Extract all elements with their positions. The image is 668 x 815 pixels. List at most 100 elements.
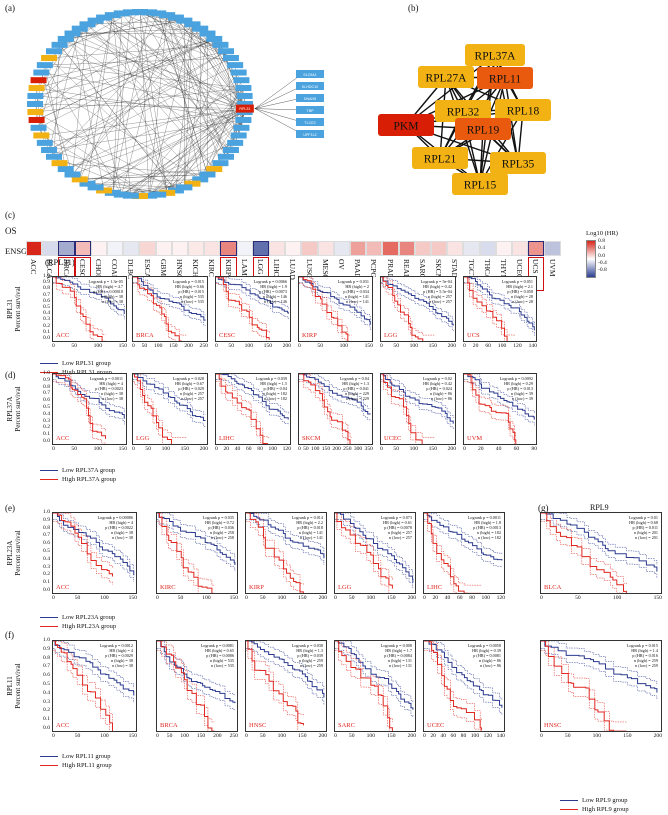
survival-curve bbox=[424, 641, 503, 708]
x-tick: 60 bbox=[450, 733, 457, 739]
survival-curve bbox=[541, 641, 627, 723]
y-tick: 0.0 bbox=[43, 724, 50, 731]
km-stat-line: n (low) = 38 bbox=[102, 299, 123, 304]
y-ticks: 1.0 0.9 0.8 0.7 0.6 0.5 0.4 0.3 0.2 0.1 0.0 bbox=[38, 637, 50, 731]
km-stat-line: p (HR) = 0.015 bbox=[178, 289, 204, 294]
km-stat-line: n (low) = 258 bbox=[211, 535, 234, 540]
cancer-label: GBM bbox=[158, 259, 168, 277]
survival-curve bbox=[335, 641, 414, 710]
km-legend: Low RPL11 group High RPL11 group bbox=[40, 752, 112, 770]
x-ticks: 0 50 100 150 bbox=[52, 595, 137, 601]
x-ticks: 0 50 100 150 200 bbox=[215, 343, 291, 349]
survival-curve bbox=[335, 520, 391, 593]
x-tick: 100 bbox=[409, 446, 418, 452]
survival-curve bbox=[541, 513, 627, 586]
survival-curve bbox=[216, 282, 289, 320]
survival-curve bbox=[133, 277, 206, 321]
network-node bbox=[233, 77, 250, 84]
y-axis-label: RPL23A Percent survival bbox=[6, 512, 22, 594]
legend-ticks: 0.8 0.4 0.0 -0.4 -0.8 bbox=[598, 238, 607, 274]
y-axis-label-line: Percent survival bbox=[14, 286, 22, 332]
y-axis-label-line: Percent survival bbox=[14, 663, 22, 709]
survival-curve bbox=[133, 277, 206, 316]
km-stat-line: n (high) = 39 bbox=[510, 391, 533, 396]
heatmap-cell bbox=[139, 241, 156, 256]
x-tick: 50 bbox=[145, 446, 151, 452]
network-node bbox=[122, 9, 139, 16]
x-tick: 50 bbox=[177, 595, 184, 601]
x-tick: 0 bbox=[380, 446, 383, 452]
km-stat-line: n (high) = 38 bbox=[100, 391, 123, 396]
rpl9-title: RPL9 bbox=[590, 503, 609, 512]
km-cancer-label: ACC bbox=[56, 332, 70, 339]
x-ticks: 0 50 100 150 bbox=[52, 446, 127, 452]
heatmap-cell bbox=[155, 241, 172, 256]
legend-label: High RPL9 group bbox=[582, 806, 629, 813]
hub-node bbox=[418, 66, 474, 88]
x-tick: 100 bbox=[311, 446, 320, 452]
x-ticks: 0 20 40 60 80 100 120 bbox=[423, 595, 505, 601]
survival-curve bbox=[216, 277, 289, 314]
x-tick: 100 bbox=[93, 343, 102, 349]
legend-line bbox=[560, 800, 578, 802]
y-tick: 1.0 bbox=[43, 370, 50, 376]
km-cancer-label: KIRC bbox=[160, 584, 176, 591]
survival-curve bbox=[541, 513, 627, 593]
survival-curve bbox=[53, 374, 125, 419]
km-stat-line: n (high) = 182 bbox=[476, 530, 501, 535]
x-tick: 200 bbox=[407, 733, 416, 739]
km-stat-line: n (high) = 535 bbox=[179, 294, 204, 299]
y-tick: 0.2 bbox=[43, 571, 50, 578]
network-node bbox=[96, 14, 113, 21]
x-tick: 100 bbox=[339, 343, 348, 349]
km-plot: Logrank p = 0.0058 HR (high) = 0.39 p (HR)… bbox=[423, 640, 505, 732]
network-node bbox=[159, 189, 176, 196]
km-stat-line: p (HR) = 0.029 bbox=[178, 386, 204, 391]
survival-curve bbox=[53, 374, 125, 413]
os-label: OS bbox=[5, 226, 17, 236]
km-stat-line: n (low) = 259 bbox=[300, 663, 323, 668]
hub-node-label: RPL19 bbox=[467, 125, 500, 137]
survival-curve bbox=[541, 520, 624, 593]
survival-curve bbox=[335, 513, 414, 577]
survival-curve bbox=[157, 641, 236, 696]
network-node bbox=[199, 30, 216, 37]
legend-line bbox=[40, 479, 58, 481]
km-stat-line: p (HR) = 0.011 bbox=[632, 525, 658, 530]
x-tick: 200 bbox=[447, 446, 456, 452]
network-b: RPL37A RPL27A RPL11 RPL32 RPL18 PKM RPL19 RPL21… bbox=[378, 44, 551, 195]
km-stat-line: HR (high) = 0.68 bbox=[629, 520, 658, 525]
y-tick: 0.3 bbox=[43, 417, 50, 424]
km-stat-line: HR (high) = 2 bbox=[345, 284, 369, 289]
x-tick: 150 bbox=[364, 343, 373, 349]
heatmap-legend: Log10 (HR) 0.8 0.4 0.0 -0.4 -0.8 bbox=[580, 230, 660, 285]
y-tick: 0.4 bbox=[43, 410, 50, 417]
km-plot: Logrank p = 0.0092 HR (high) = 0.29 p (HR)… bbox=[463, 373, 537, 445]
survival-curve bbox=[53, 641, 113, 731]
km-stat-line: Logrank p = 0.051 bbox=[501, 279, 533, 284]
x-tick: 200 bbox=[332, 446, 341, 452]
km-stat-line: n (high) = 257 bbox=[387, 530, 412, 535]
panel-label-f: (f) bbox=[5, 630, 14, 640]
km-cancer-label: LGG bbox=[136, 435, 150, 442]
x-tick: 150 bbox=[653, 595, 662, 601]
heatmap-cell bbox=[366, 241, 383, 256]
survival-curve bbox=[381, 277, 454, 326]
y-tick: 0.9 bbox=[43, 516, 50, 523]
km-stat-line: Logrank p = 0.0012 bbox=[99, 643, 133, 648]
x-tick: 200 bbox=[653, 733, 662, 739]
km-stat-line: n (low) = 39 bbox=[512, 396, 533, 401]
km-cancer-label: LIHC bbox=[219, 435, 235, 442]
network-node bbox=[206, 35, 223, 42]
y-tick: 0.6 bbox=[43, 672, 50, 679]
survival-curve bbox=[424, 519, 503, 568]
x-tick: 20 bbox=[478, 446, 484, 452]
km-cancer-label: CESC bbox=[219, 332, 236, 339]
network-node bbox=[79, 21, 96, 28]
x-tick: 100 bbox=[497, 343, 507, 349]
x-tick: 60 bbox=[457, 595, 463, 601]
network-node bbox=[237, 101, 253, 107]
cancer-label: KIRC bbox=[207, 259, 217, 277]
